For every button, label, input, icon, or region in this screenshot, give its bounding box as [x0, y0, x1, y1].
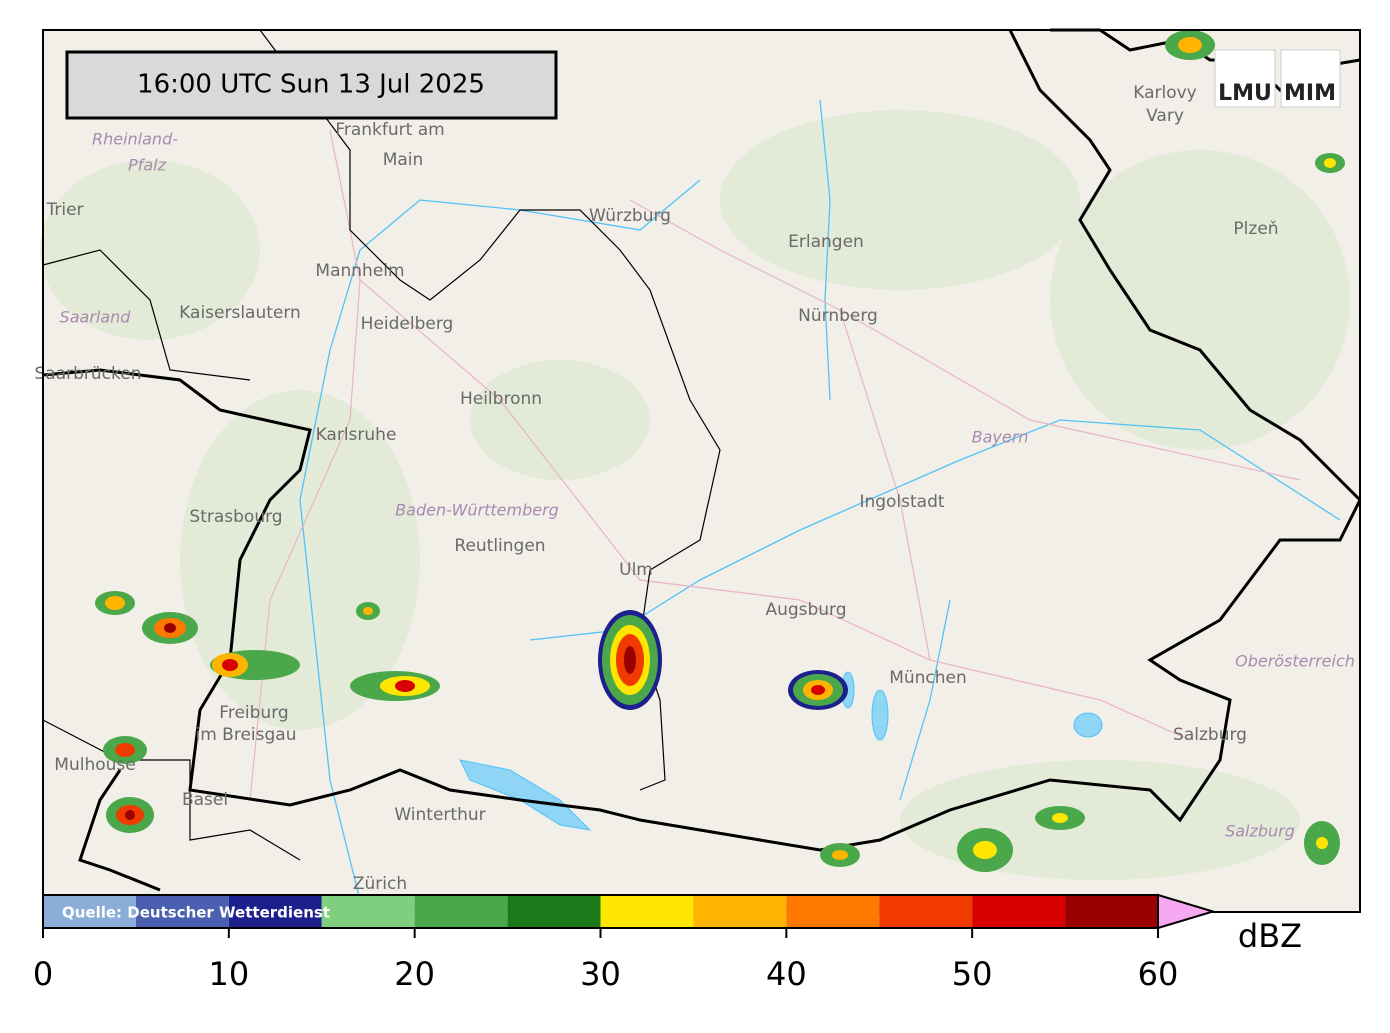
city-label: München: [889, 668, 967, 688]
colorbar-unit: dBZ: [1238, 917, 1302, 955]
region-label: Baden-Württemberg: [395, 501, 559, 520]
city-label: Zürich: [353, 874, 407, 894]
source-credit: Quelle: Deutscher Wetterdienst: [62, 904, 330, 922]
colorbar-bin: [972, 895, 1066, 928]
radar-echoes: [95, 30, 1345, 872]
city-label: im Breisgau: [196, 725, 297, 745]
city-label: Saarbrücken: [35, 364, 142, 384]
logo-box: [1280, 49, 1341, 108]
city-label: Winterthur: [394, 805, 485, 825]
city-label: Vary: [1146, 106, 1184, 126]
colorbar-bin: [507, 895, 601, 928]
city-label: Trier: [45, 200, 83, 220]
colorbar-bin: [43, 895, 136, 928]
colorbar-bin: [135, 895, 229, 928]
colorbar-bin: [414, 895, 508, 928]
city-label: Freiburg: [219, 703, 288, 723]
city-label: Nürnberg: [798, 306, 878, 326]
region-label: Rheinland-: [92, 130, 178, 149]
city-label: Kaiserslautern: [179, 303, 301, 323]
region-label: Saarland: [60, 308, 132, 327]
region-label: Pfalz: [128, 156, 167, 175]
city-label: Basel: [182, 790, 228, 810]
colorbar-bin: [1065, 895, 1158, 928]
timestamp: 16:00 UTC Sun 13 Jul 2025: [137, 70, 485, 100]
city-label: Main: [383, 150, 424, 170]
city-label: Erlangen: [788, 232, 864, 252]
colorbar-bin: [786, 895, 880, 928]
colorbar-tick-label: 60: [1138, 955, 1179, 993]
logo: MIM: [1284, 81, 1336, 106]
colorbar-tick-label: 0: [33, 955, 53, 993]
colorbar-bin: [321, 895, 415, 928]
timestamp-box: [65, 50, 558, 120]
city-label: Ulm: [619, 560, 653, 580]
logo-box: [1214, 49, 1276, 108]
colorbar-bin: [879, 895, 973, 928]
region-label: Oberösterreich: [1235, 652, 1355, 671]
city-label: Reutlingen: [454, 536, 545, 556]
region-label: Bayern: [972, 428, 1029, 447]
colorbar-bin: [600, 895, 694, 928]
city-label: Mulhouse: [54, 755, 135, 775]
lakes: [459, 671, 1103, 831]
city-label: Augsburg: [765, 600, 846, 620]
colorbar-bin: [693, 895, 787, 928]
city-label: Heidelberg: [361, 314, 454, 334]
city-label: Frankfurt am: [335, 120, 444, 140]
colorbar-bin: [228, 895, 322, 928]
colorbar-tick-label: 10: [208, 955, 249, 993]
colorbar-tick-label: 50: [952, 955, 993, 993]
city-label: Heilbronn: [460, 389, 542, 409]
city-label: Karlovy: [1133, 83, 1197, 103]
colorbar-tick-label: 20: [394, 955, 435, 993]
city-label: Würzburg: [589, 206, 671, 226]
city-label: Salzburg: [1173, 725, 1247, 745]
city-label: Ingolstadt: [859, 492, 944, 512]
region-label: Salzburg: [1225, 822, 1295, 841]
city-label: Mannheim: [315, 261, 404, 281]
city-label: Strasbourg: [189, 507, 282, 527]
colorbar-tick-label: 40: [766, 955, 807, 993]
forest-areas: [40, 110, 1350, 880]
colorbar-tick-label: 30: [580, 955, 621, 993]
logo: LMU: [1218, 81, 1272, 106]
city-label: Karlsruhe: [316, 425, 397, 445]
city-label: Plzeň: [1233, 219, 1278, 239]
